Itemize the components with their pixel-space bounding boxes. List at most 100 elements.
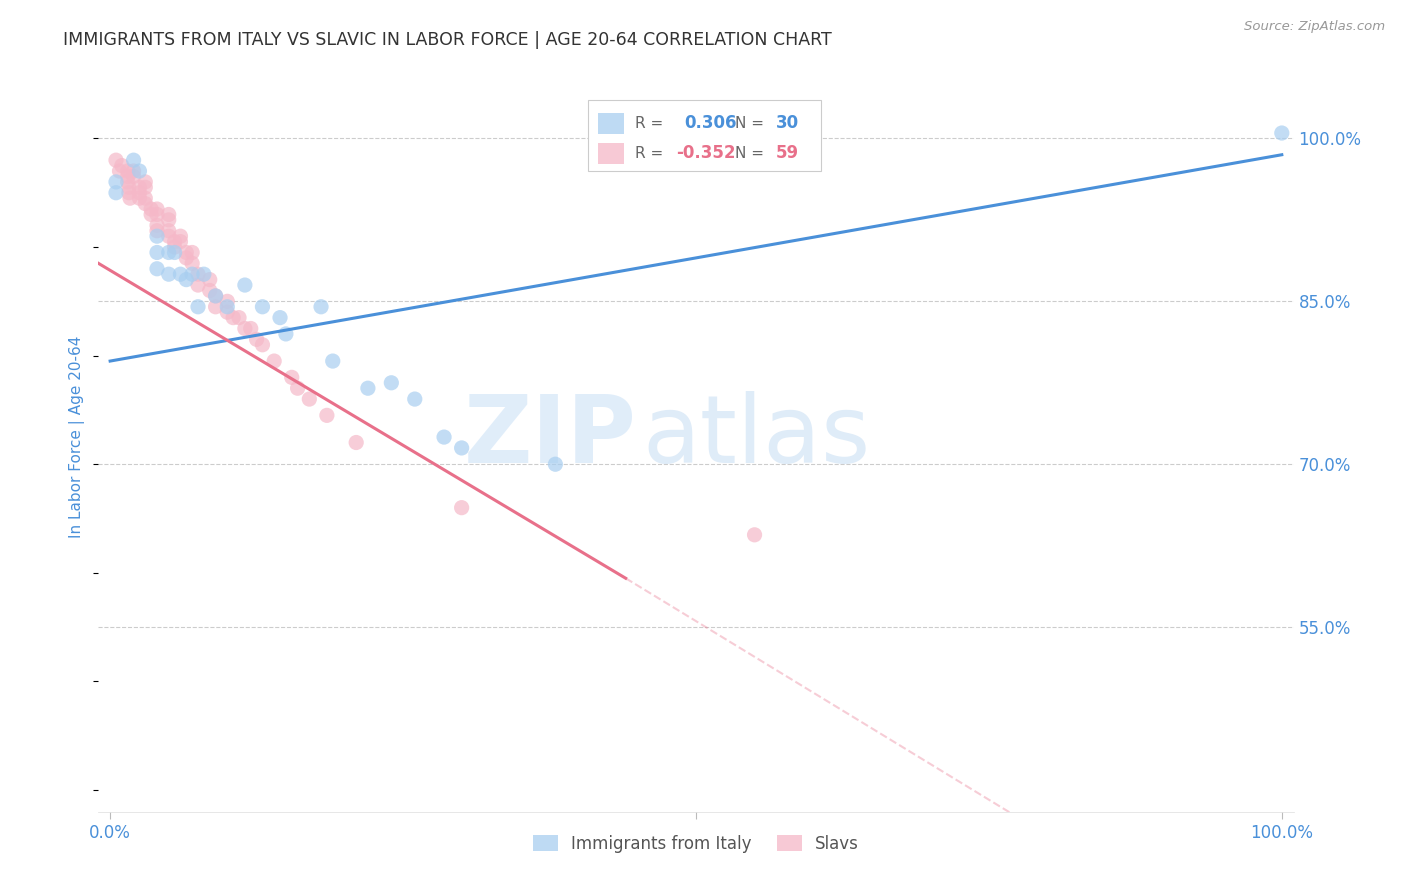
Point — [204, 289, 226, 303]
Text: N =: N = — [735, 116, 769, 130]
Point — [157, 224, 180, 238]
Point — [228, 310, 250, 325]
Point — [450, 441, 472, 455]
Point — [134, 191, 156, 205]
Point — [163, 240, 186, 254]
Point — [105, 175, 128, 189]
Point — [217, 305, 239, 319]
Point — [222, 310, 245, 325]
Point — [174, 272, 197, 286]
Text: 59: 59 — [776, 145, 799, 162]
Point — [187, 267, 209, 281]
Point — [120, 191, 141, 205]
Point — [146, 219, 169, 233]
Point — [141, 207, 163, 221]
Point — [322, 354, 344, 368]
Point — [128, 191, 150, 205]
Point — [117, 175, 139, 189]
Point — [204, 300, 226, 314]
Point — [134, 175, 156, 189]
Point — [174, 251, 197, 265]
Point — [233, 321, 256, 335]
Point — [380, 376, 402, 390]
Text: IMMIGRANTS FROM ITALY VS SLAVIC IN LABOR FORCE | AGE 20-64 CORRELATION CHART: IMMIGRANTS FROM ITALY VS SLAVIC IN LABOR… — [63, 31, 832, 49]
Point — [169, 235, 191, 249]
Point — [433, 430, 456, 444]
Text: 30: 30 — [776, 114, 799, 132]
Point — [128, 164, 150, 178]
Point — [105, 186, 128, 200]
Text: Source: ZipAtlas.com: Source: ZipAtlas.com — [1244, 20, 1385, 33]
Point — [181, 245, 204, 260]
Point — [146, 261, 169, 276]
Point — [128, 180, 150, 194]
FancyBboxPatch shape — [598, 143, 624, 163]
Point — [117, 164, 139, 178]
Point — [169, 229, 191, 244]
Text: 0.306: 0.306 — [685, 114, 737, 132]
Point — [217, 294, 239, 309]
Text: R =: R = — [636, 116, 673, 130]
Point — [157, 213, 180, 227]
Point — [146, 245, 169, 260]
Point — [163, 245, 186, 260]
Point — [128, 186, 150, 200]
Point — [204, 289, 226, 303]
Point — [169, 267, 191, 281]
Text: R =: R = — [636, 145, 668, 161]
Point — [134, 180, 156, 194]
Point — [198, 284, 221, 298]
Point — [163, 235, 186, 249]
Point — [134, 196, 156, 211]
Point — [193, 267, 215, 281]
Text: ZIP: ZIP — [464, 391, 637, 483]
FancyBboxPatch shape — [589, 100, 821, 171]
Point — [111, 159, 134, 173]
Point — [744, 528, 766, 542]
Point — [233, 278, 256, 293]
Legend: Immigrants from Italy, Slavs: Immigrants from Italy, Slavs — [526, 829, 866, 860]
Point — [187, 300, 209, 314]
Point — [344, 435, 367, 450]
Point — [450, 500, 472, 515]
Point — [287, 381, 309, 395]
Point — [198, 272, 221, 286]
Point — [118, 180, 141, 194]
Point — [157, 245, 180, 260]
Text: -0.352: -0.352 — [676, 145, 735, 162]
Point — [105, 153, 128, 168]
FancyBboxPatch shape — [598, 112, 624, 134]
Point — [146, 229, 169, 244]
Point — [246, 332, 269, 346]
Text: atlas: atlas — [643, 391, 870, 483]
Point — [316, 409, 339, 423]
Point — [263, 354, 285, 368]
Point — [181, 256, 204, 270]
Point — [157, 267, 180, 281]
Point — [122, 164, 145, 178]
Point — [146, 202, 169, 216]
Point — [239, 321, 262, 335]
Point — [309, 300, 332, 314]
Point — [117, 169, 139, 184]
Point — [108, 164, 131, 178]
Y-axis label: In Labor Force | Age 20-64: In Labor Force | Age 20-64 — [69, 336, 86, 538]
Point — [187, 278, 209, 293]
Point — [181, 267, 204, 281]
Point — [174, 245, 197, 260]
Point — [122, 153, 145, 168]
Point — [122, 169, 145, 184]
Point — [252, 338, 274, 352]
Point — [404, 392, 426, 406]
Point — [157, 229, 180, 244]
Point — [217, 300, 239, 314]
Point — [298, 392, 321, 406]
Text: N =: N = — [735, 145, 769, 161]
Point — [544, 457, 567, 471]
Point — [157, 207, 180, 221]
Point — [274, 326, 297, 341]
Point — [252, 300, 274, 314]
Point — [357, 381, 380, 395]
Point — [1271, 126, 1294, 140]
Point — [269, 310, 291, 325]
